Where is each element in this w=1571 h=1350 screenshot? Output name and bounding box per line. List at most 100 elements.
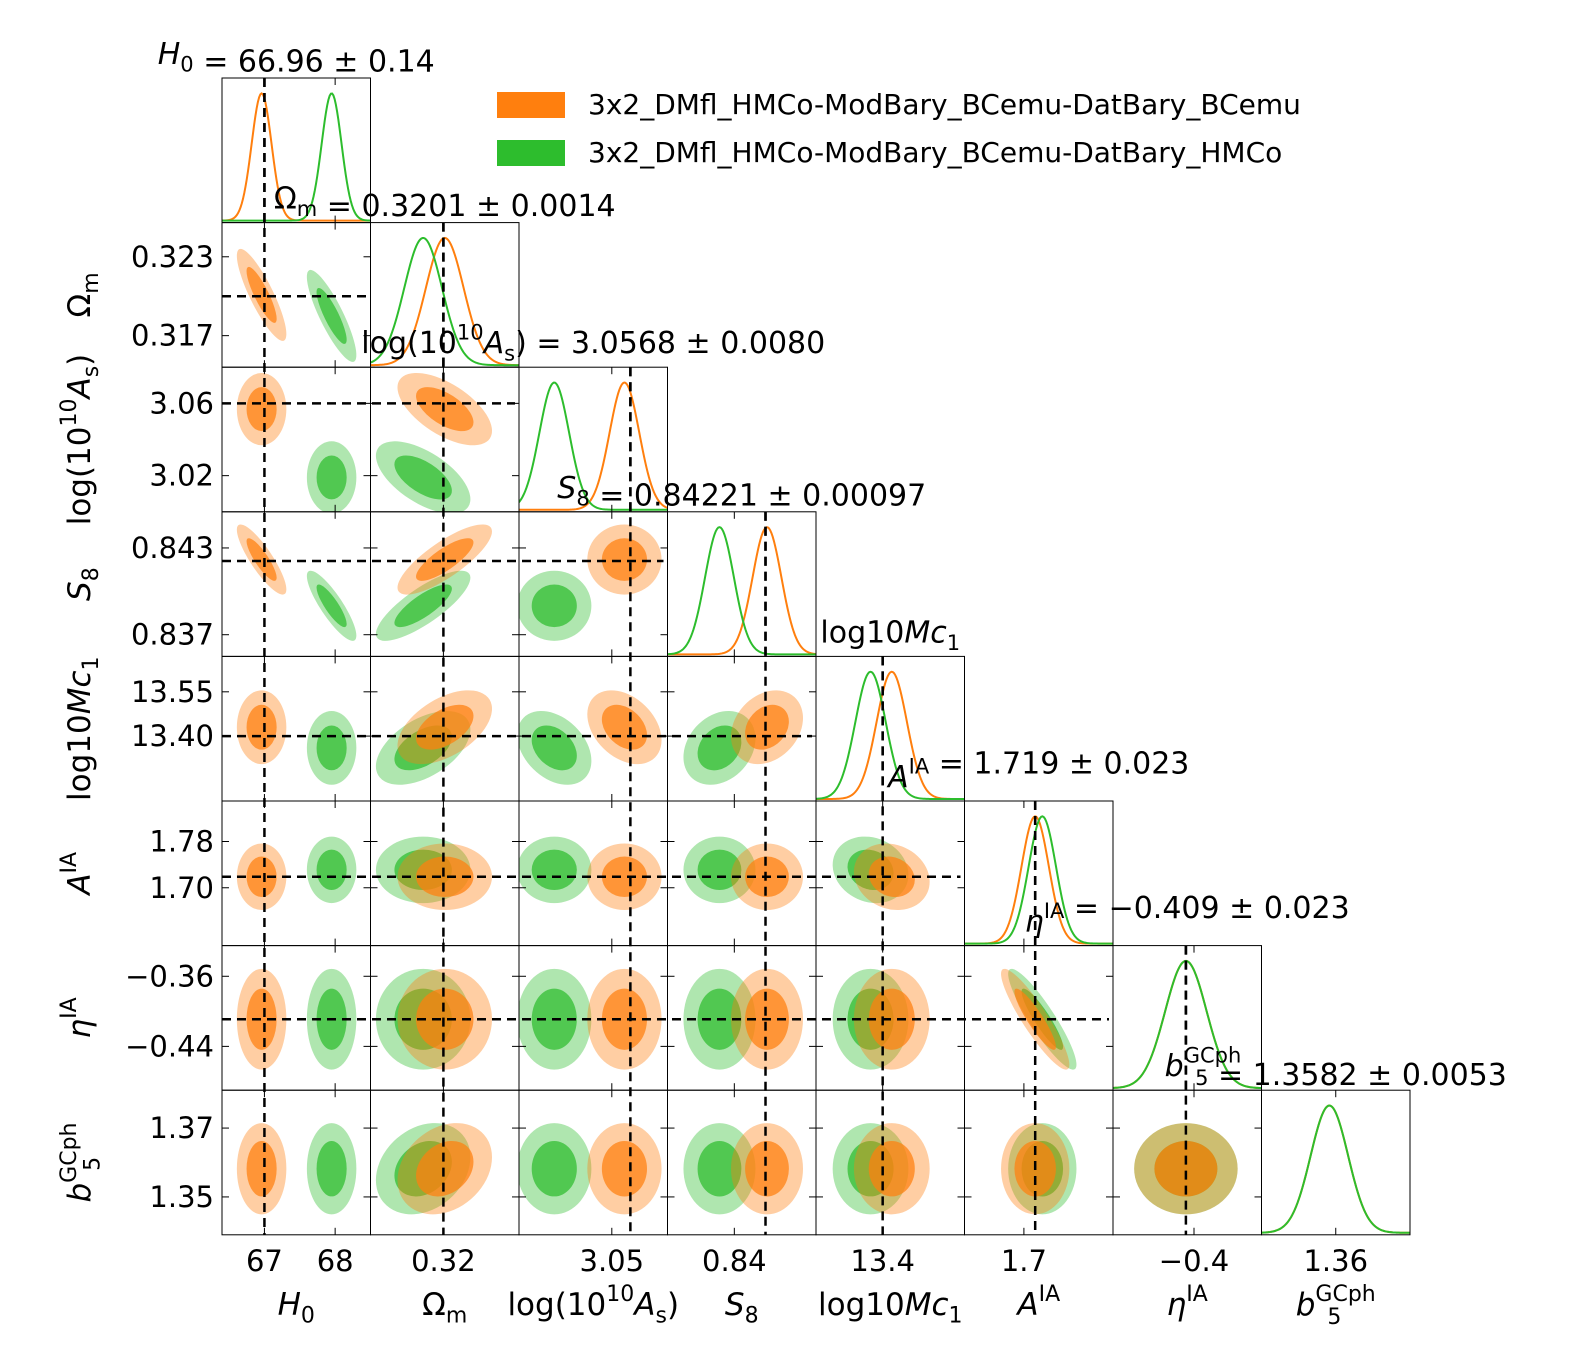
curve-Om-series-1	[370, 236, 519, 367]
curve-b5-series-1	[1261, 1104, 1410, 1234]
y-tick-label-etaIA: −0.44	[125, 1029, 214, 1063]
curve-AIA-series-2	[964, 815, 1113, 945]
y-tick-label-S8: 0.843	[131, 531, 214, 565]
panel-etaIA-Mc1	[815, 945, 965, 1091]
x-axis-label-b5: bGCph 5	[1296, 1282, 1376, 1330]
legend-swatch-1	[497, 92, 565, 118]
contour-68-H0-AIA-series-2	[316, 849, 347, 891]
legend-swatch-2	[497, 140, 565, 166]
contour-68-As-b5-series-2	[531, 1140, 577, 1197]
x-axis-label-S8: S8	[725, 1287, 759, 1329]
contour-68-Om-etaIA-series-1	[416, 988, 474, 1050]
legend-label-2: 3x2_DMfl_HMCo-ModBary_BCemu-DatBary_HMCo	[588, 136, 1282, 169]
legend: 3x2_DMfl_HMCo-ModBary_BCemu-DatBary_BCem…	[497, 88, 1301, 169]
contour-68-Om-Mc1-series-1	[416, 704, 474, 750]
x-tick-label-S8: 0.84	[702, 1244, 767, 1278]
panel-b5-As	[518, 1089, 668, 1236]
panel-etaIA-Om	[370, 945, 520, 1091]
y-tick-label-S8: 0.837	[131, 618, 214, 652]
contour-68-H0-AIA-series-1	[246, 856, 277, 897]
contour-68-As-b5-series-1	[601, 1140, 648, 1197]
curve-Om-series-2	[370, 237, 519, 367]
contour-68-Om-As-series-2	[394, 455, 452, 500]
y-tick-label-Mc1: 13.40	[131, 719, 214, 753]
x-tick-label-H0: 67	[246, 1244, 283, 1278]
curve-etaIA-series-2	[1113, 959, 1262, 1090]
y-tick-label-AIA: 1.78	[149, 824, 214, 858]
y-tick-label-Om: 0.323	[131, 240, 214, 274]
panel-S8-As	[518, 511, 668, 657]
panel-b5-AIA	[964, 1089, 1114, 1236]
contour-68-S8-b5-series-1	[745, 1140, 789, 1197]
x-tick-label-As: 3.05	[580, 1244, 645, 1278]
panel-Om-H0	[221, 222, 371, 368]
contour-68-S8-b5-series-2	[697, 1140, 742, 1197]
contour-68-Om-b5-series-1	[416, 1140, 474, 1197]
contour-68-As-Mc1-series-1	[601, 704, 648, 750]
contour-68-Om-As-series-1	[416, 387, 474, 432]
contour-68-Om-AIA-series-1	[416, 856, 474, 897]
contour-68-As-S8-series-2	[531, 584, 577, 628]
panel-S8-Om	[370, 511, 520, 657]
contour-68-As-AIA-series-2	[531, 849, 577, 891]
curve-S8-series-1	[667, 526, 816, 656]
contour-68-H0-Om-series-2	[316, 287, 347, 344]
panel-S8-H0	[221, 511, 371, 657]
title-AIA: AIA = 1.719 ± 0.023	[886, 747, 1189, 796]
panel-AIA-As	[518, 800, 668, 947]
panel-AIA-Om	[370, 800, 520, 947]
contour-68-H0-etaIA-series-1	[246, 988, 277, 1050]
panel-AIA-Mc1	[815, 800, 965, 947]
title-b5: bGCph 5 = 1.3582 ± 0.0053	[1165, 1044, 1507, 1094]
panel-etaIA-S8	[667, 945, 817, 1091]
contour-68-H0-b5-series-2	[316, 1140, 347, 1197]
panel-Mc1-Om	[370, 655, 520, 802]
curve-As-series-1	[519, 381, 668, 511]
x-axis-label-AIA: AIA	[1015, 1282, 1060, 1323]
y-tick-label-As: 3.02	[149, 459, 214, 493]
x-tick-label-etaIA: −0.4	[1159, 1244, 1229, 1278]
panel-b5-S8	[667, 1089, 817, 1236]
panel-b5-etaIA	[1112, 1089, 1262, 1236]
contour-68-H0-Om-series-1	[246, 266, 277, 323]
contour-68-H0-b5-series-1	[246, 1140, 277, 1197]
fiducial-lines	[222, 78, 1188, 1235]
title-As: log(1010As) = 3.0568 ± 0.0080	[361, 321, 825, 366]
panel-b5-Mc1	[815, 1089, 965, 1236]
y-tick-label-Mc1: 13.55	[131, 675, 214, 709]
curve-b5-series-2	[1261, 1104, 1410, 1234]
y-axis-label-b5: bGCph5	[57, 1122, 105, 1202]
contour-68-H0-Mc1-series-2	[316, 725, 347, 771]
contour-68-H0-Mc1-series-1	[246, 704, 277, 750]
legend-label-1: 3x2_DMfl_HMCo-ModBary_BCemu-DatBary_BCem…	[588, 88, 1301, 121]
x-tick-label-b5: 1.36	[1303, 1244, 1368, 1278]
panel-As-H0	[221, 366, 371, 513]
contour-68-Om-S8-series-1	[416, 538, 474, 581]
contour-68-As-AIA-series-1	[601, 856, 648, 897]
y-axis-label-Mc1: log10Mc1	[62, 656, 104, 801]
contour-68-Mc1-b5-series-1	[868, 1140, 915, 1197]
x-tick-label-H0: 68	[317, 1244, 354, 1278]
y-axis-label-Om: Ωm	[62, 272, 104, 317]
curve-Mc1-series-2	[816, 670, 965, 800]
y-axis-label-S8: S8	[62, 567, 104, 601]
title-Om: Ωm = 0.3201 ± 0.0014	[274, 182, 616, 225]
y-axis-label-etaIA: ηIA	[57, 997, 98, 1038]
contour-68-Om-S8-series-2	[394, 584, 452, 628]
x-axis-label-As: log(1010As)	[507, 1282, 679, 1329]
title-S8: S8 = 0.84221 ± 0.00097	[557, 471, 926, 514]
panel-Mc1-As	[518, 655, 668, 802]
contour-68-H0-As-series-2	[316, 455, 347, 500]
y-tick-label-b5: 1.35	[149, 1180, 214, 1214]
x-tick-label-AIA: 1.7	[1001, 1244, 1047, 1278]
contour-68-H0-As-series-1	[246, 387, 277, 432]
panel-etaIA-H0	[221, 945, 371, 1091]
curve-As-series-2	[519, 381, 668, 511]
contour-68-etaIA-b5-series-1	[1154, 1140, 1218, 1197]
panel-AIA-S8	[667, 800, 817, 947]
panel-AIA-H0	[221, 800, 371, 947]
panel-frame	[667, 511, 817, 657]
panel-b5-Om	[370, 1089, 520, 1236]
panel-etaIA-As	[518, 945, 668, 1091]
panel-S8-S8	[667, 511, 817, 657]
